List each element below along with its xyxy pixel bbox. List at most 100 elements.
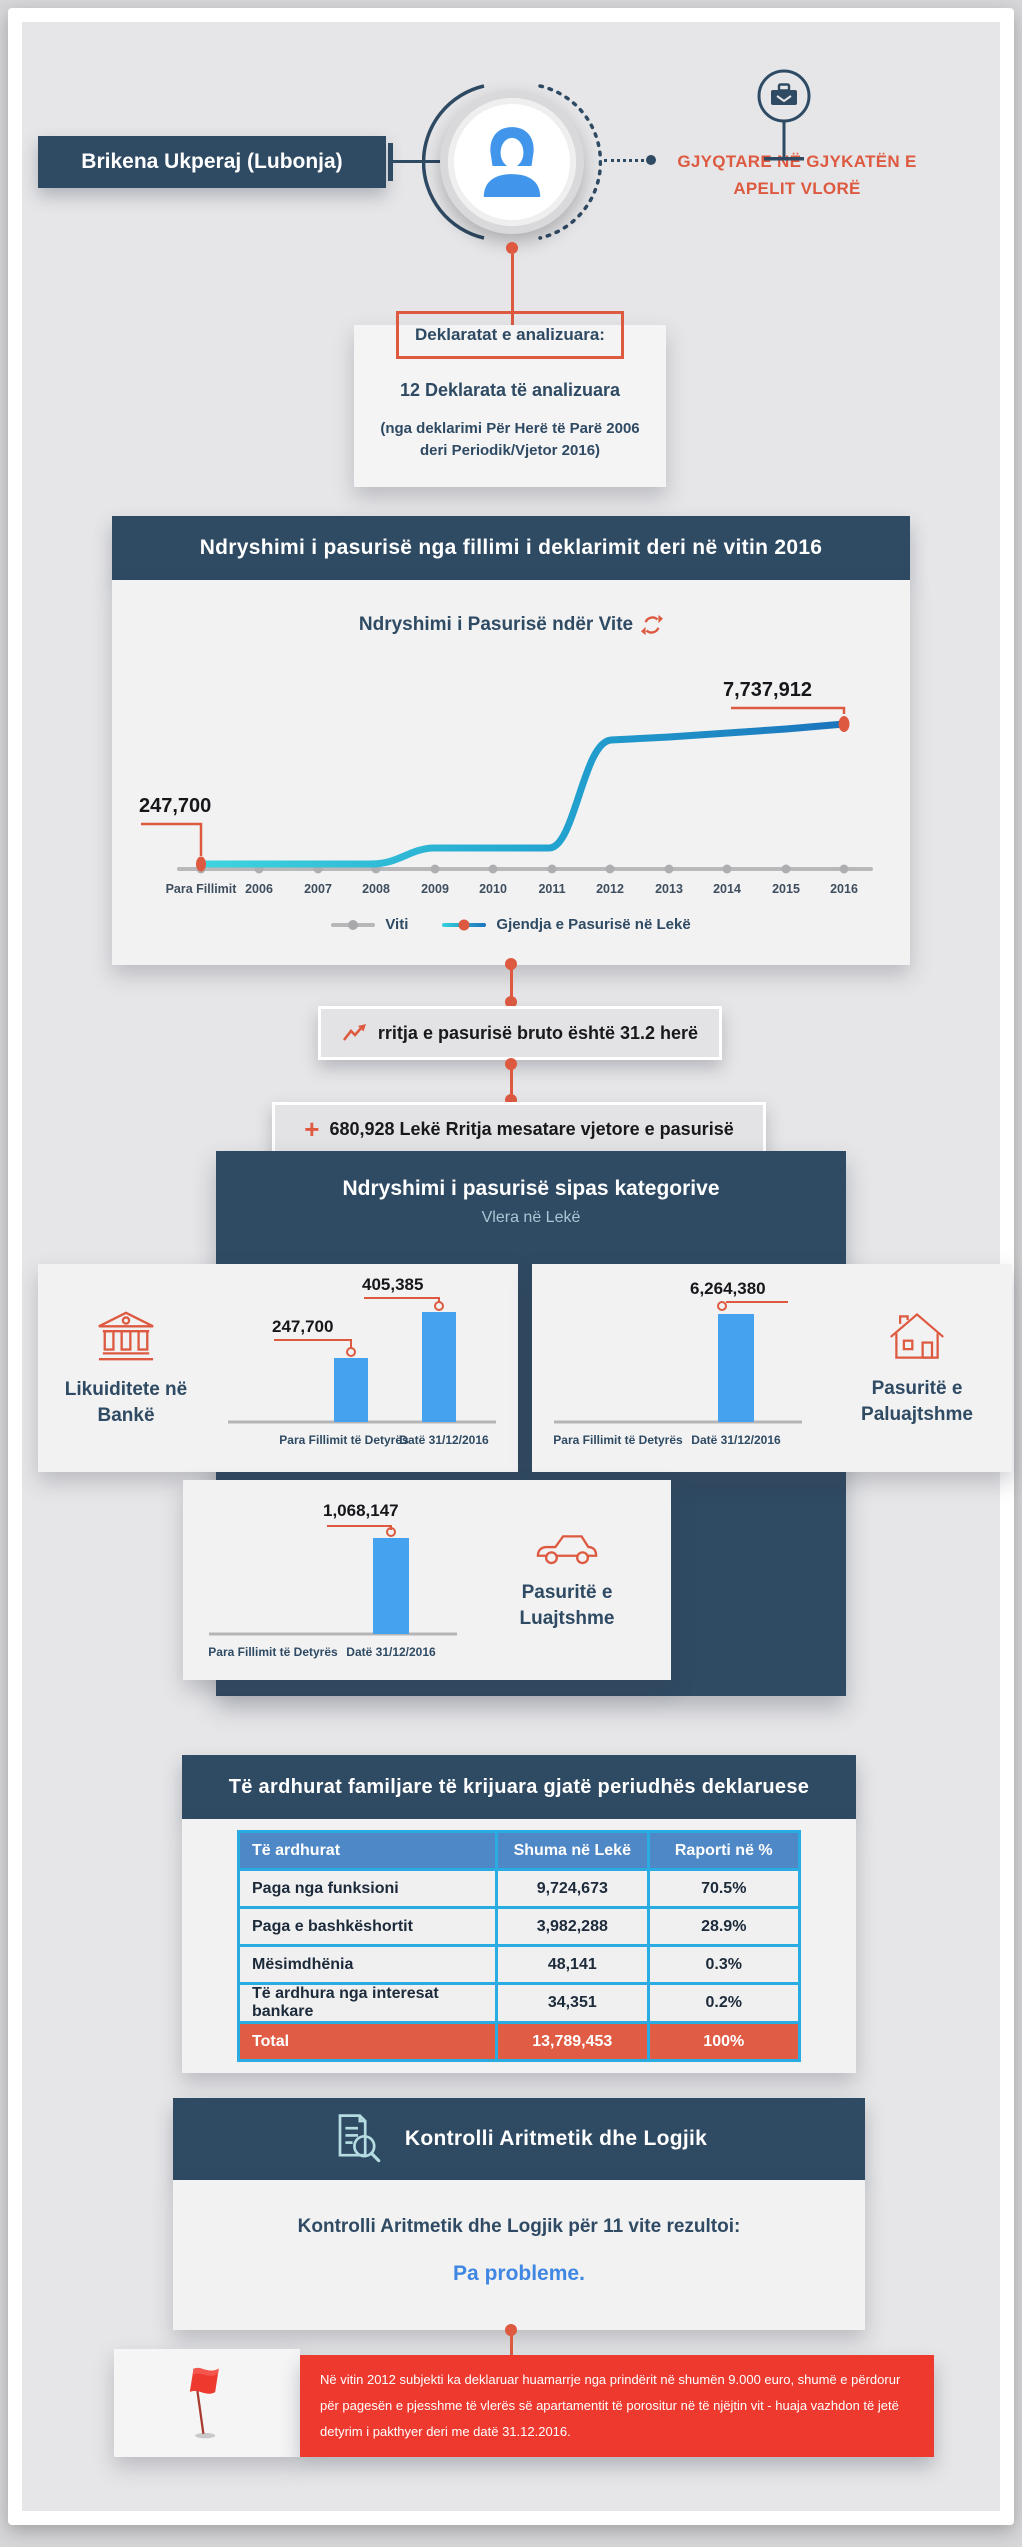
- income-cell: Mësimdhënia: [236, 1944, 499, 1985]
- connector-dot: [506, 242, 518, 254]
- x-axis-labels: Para Fillimit 2006 2007 2008 2009 2010 2…: [166, 882, 858, 896]
- control-section-banner: Kontrolli Aritmetik dhe Logjik: [173, 2098, 865, 2180]
- name-connector-line: [393, 160, 441, 163]
- connector-dot: [505, 996, 517, 1008]
- declarations-card: [354, 325, 666, 487]
- plus-icon: +: [304, 1114, 320, 1144]
- car-icon: [536, 1535, 598, 1565]
- wealth-chart-title: Ndryshimi i Pasurisë ndër Vite: [358, 614, 634, 635]
- bank-bar-chart: 247,700 405,385 Para Fillimit të Detyrës…: [228, 1275, 496, 1447]
- bank-card-label: Likuiditete në Bankë: [64, 1379, 188, 1426]
- income-col-header: Raporti në %: [646, 1830, 802, 1871]
- income-section-banner: Të ardhurat familjare të krijuara gjatë …: [182, 1755, 856, 1819]
- start-point: [196, 856, 206, 872]
- realestate-xlabel-start: Para Fillimit të Detyrës: [553, 1433, 683, 1447]
- flag-note-box: Në vitin 2012 subjekti ka deklaruar huam…: [300, 2355, 934, 2457]
- control-result-card: Kontrolli Aritmetik dhe Logjik për 11 vi…: [173, 2180, 865, 2330]
- svg-text:Para Fillimit: Para Fillimit: [166, 882, 238, 896]
- subject-name: Brikena Ukperaj (Lubonja): [81, 150, 343, 173]
- gross-growth-text: rritja e pasurisë bruto është 31.2 herë: [377, 1022, 699, 1043]
- chart-legend: Viti Gjendja e Pasurisë në Lekë: [112, 916, 910, 933]
- start-value-label: 247,700: [139, 795, 211, 817]
- income-cell: 34,351: [495, 1982, 650, 2024]
- category-card-realestate: 6,264,380 Para Fillimit të Detyrës Datë …: [532, 1264, 1012, 1472]
- income-cell: 0.3%: [646, 1944, 802, 1985]
- income-cell: 48,141: [495, 1944, 650, 1985]
- income-col-header: Të ardhurat: [236, 1830, 499, 1871]
- bank-value-end: 405,385: [362, 1275, 423, 1294]
- svg-text:2006: 2006: [245, 882, 273, 896]
- legend-label-viti: Viti: [385, 916, 409, 933]
- legend-item-viti: Viti: [331, 916, 408, 933]
- subject-role: GJYQTARE NË GJYKATËN E APELIT VLORË: [677, 152, 917, 199]
- infographic-frame: Brikena Ukperaj (Lubonja) GJYQTARE NË GJ…: [8, 8, 1014, 2525]
- income-banner-text: Të ardhurat familjare të krijuara gjatë …: [228, 1775, 810, 1798]
- income-table-total-row: Total 13,789,453 100%: [236, 2021, 802, 2062]
- avg-growth-text: 680,928 Lekë Rritja mesatare vjetore e p…: [329, 1118, 734, 1139]
- svg-text:2016: 2016: [830, 882, 858, 896]
- income-cell: Paga e bashkëshortit: [236, 1906, 499, 1947]
- income-table-row: Mësimdhënia 48,141 0.3%: [236, 1944, 802, 1985]
- income-table-header-row: Të ardhurat Shuma në Lekë Raporti në %: [236, 1830, 802, 1871]
- realestate-bar-chart: 6,264,380 Para Fillimit të Detyrës Datë …: [553, 1279, 802, 1447]
- declarations-range-1: (nga deklarimi Për Herë të Parë 2006: [380, 420, 640, 437]
- svg-text:2008: 2008: [362, 882, 390, 896]
- income-cell: 9,724,673: [495, 1868, 650, 1909]
- svg-text:2007: 2007: [304, 882, 332, 896]
- income-table-row: Paga nga funksioni 9,724,673 70.5%: [236, 1868, 802, 1909]
- legend-item-gjendja: Gjendja e Pasurisë në Lekë: [442, 916, 691, 933]
- income-table: Të ardhurat Shuma në Lekë Raporti në % P…: [236, 1830, 802, 2062]
- categories-title: Ndryshimi i pasurisë sipas kategorive: [342, 1177, 720, 1200]
- bank-icon: [98, 1311, 154, 1361]
- movable-bar-chart: 1,068,147 Para Fillimit të Detyrës Datë …: [208, 1501, 457, 1659]
- wealth-chart-card: Ndryshimi i Pasurisë ndër Vite 2: [112, 580, 910, 965]
- income-cell: 28.9%: [646, 1906, 802, 1947]
- avatar-person-icon: [483, 127, 541, 197]
- subject-name-box: Brikena Ukperaj (Lubonja): [38, 136, 386, 188]
- avg-growth-statbar: + 680,928 Lekë Rritja mesatare vjetore e…: [272, 1102, 766, 1156]
- income-cell: Të ardhura nga interesat bankare: [236, 1982, 499, 2024]
- legend-label-gjendja: Gjendja e Pasurisë në Lekë: [496, 916, 691, 933]
- declarations-range-2: deri Periodik/Vjetor 2016): [419, 442, 601, 459]
- flag-note-text: Në vitin 2012 subjekti ka deklaruar huam…: [320, 2372, 901, 2439]
- realestate-card-right: Pasuritë e Paluajtshme: [832, 1308, 1002, 1427]
- refresh-icon: [641, 614, 664, 636]
- role-connector-dot: [646, 155, 656, 165]
- wealth-section-banner: Ndryshimi i pasurisë nga fillimi i dekla…: [112, 516, 910, 580]
- categories-subtitle: Vlera në Lekë: [481, 1209, 581, 1226]
- end-value-label: 7,737,912: [723, 679, 812, 701]
- briefcase-signpost-icon: [757, 69, 811, 161]
- svg-text:2012: 2012: [596, 882, 624, 896]
- start-callout-line: [141, 822, 203, 856]
- income-table-card: Të ardhurat Shuma në Lekë Raporti në % P…: [182, 1819, 856, 2073]
- category-card-bank: Likuiditete në Bankë 247,700 405,385 Par…: [38, 1264, 518, 1472]
- wealth-line-series: [197, 720, 848, 868]
- income-total-cell: Total: [236, 2021, 499, 2062]
- bank-xlabel-end: Datë 31/12/2016: [399, 1433, 489, 1447]
- end-callout-line: [731, 706, 846, 714]
- svg-text:2009: 2009: [421, 882, 449, 896]
- income-total-cell: 100%: [646, 2021, 802, 2062]
- income-col-header: Shuma në Lekë: [495, 1830, 650, 1871]
- svg-text:2013: 2013: [655, 882, 683, 896]
- wealth-chart-title-row: Ndryshimi i Pasurisë ndër Vite: [112, 614, 910, 636]
- realestate-xlabel-end: Datë 31/12/2016: [691, 1433, 781, 1447]
- document-check-icon: [338, 2114, 381, 2163]
- declarations-title: Deklaratat e analizuara:: [415, 325, 605, 344]
- red-flag-icon: [189, 2367, 219, 2439]
- legend-marker-wealth: [442, 919, 487, 930]
- movable-xlabel-start: Para Fillimit të Detyrës: [208, 1645, 338, 1659]
- income-table-row: Paga e bashkëshortit 3,982,288 28.9%: [236, 1906, 802, 1947]
- income-total-cell: 13,789,453: [495, 2021, 650, 2062]
- control-banner-text: Kontrolli Aritmetik dhe Logjik: [404, 2127, 708, 2150]
- bank-bar-start: [334, 1358, 368, 1422]
- income-cell: 3,982,288: [495, 1906, 650, 1947]
- movable-card-label: Pasuritë e Luajtshme: [519, 1582, 615, 1629]
- income-cell: 70.5%: [646, 1868, 802, 1909]
- income-cell: 0.2%: [646, 1982, 802, 2024]
- name-connector-tick: [388, 143, 393, 181]
- movable-value: 1,068,147: [323, 1501, 399, 1520]
- bank-value-start: 247,700: [272, 1317, 333, 1336]
- category-card-movable: 1,068,147 Para Fillimit të Detyrës Datë …: [183, 1480, 671, 1680]
- movable-xlabel-end: Datë 31/12/2016: [346, 1645, 436, 1659]
